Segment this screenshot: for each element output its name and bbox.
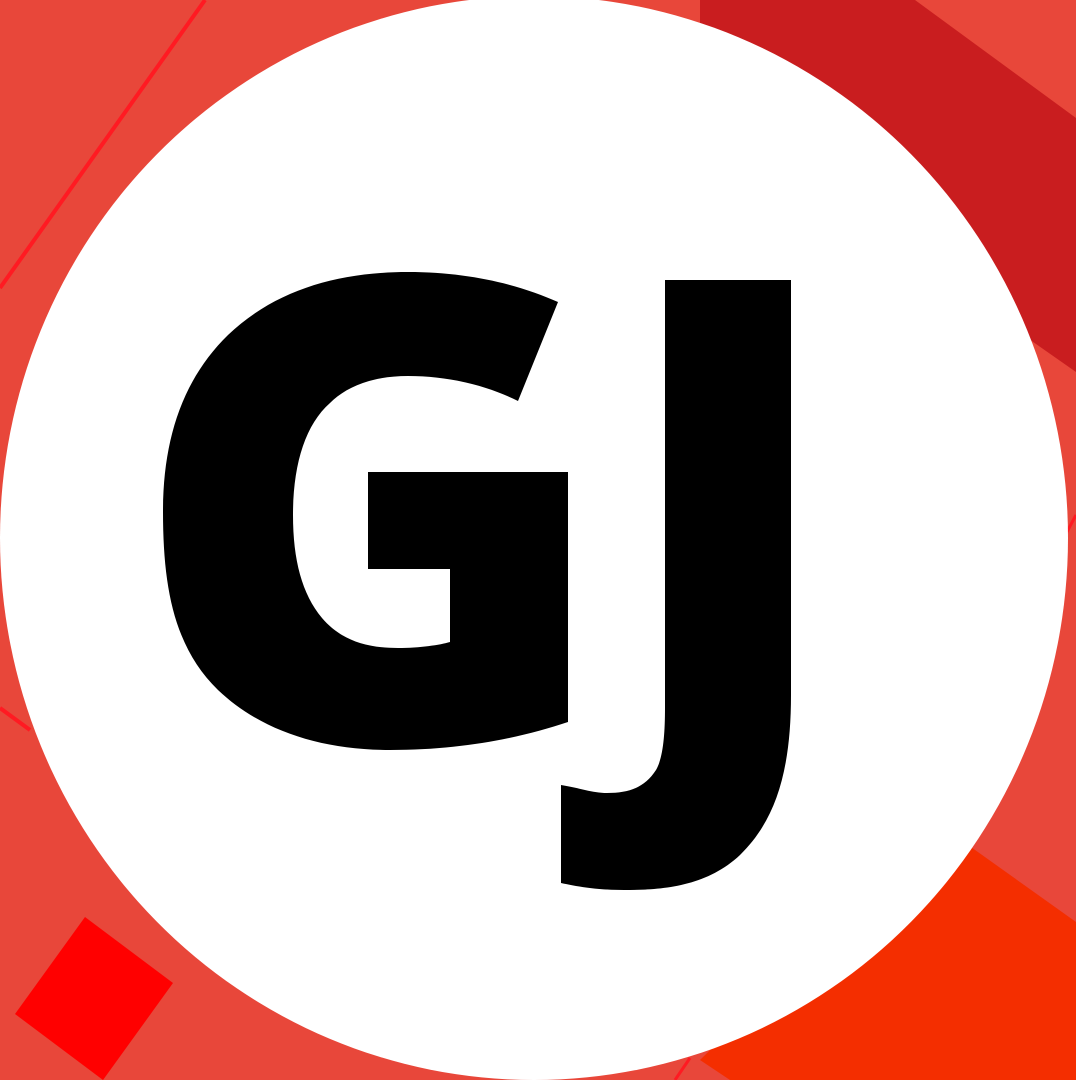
thin-red-line-bottom bbox=[673, 1057, 692, 1080]
orange-band bbox=[700, 825, 1076, 1080]
red-square bbox=[15, 917, 173, 1080]
letter-g-shape bbox=[163, 272, 568, 750]
thin-red-line-left bbox=[0, 706, 32, 732]
thin-red-line-top-left bbox=[0, 0, 207, 290]
letter-j-shape bbox=[561, 280, 791, 890]
